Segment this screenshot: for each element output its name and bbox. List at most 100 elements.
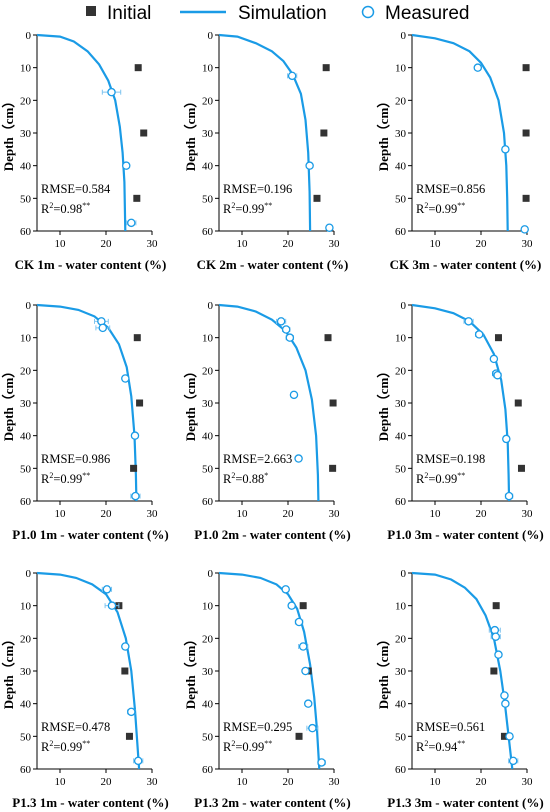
r2-significance: **	[457, 739, 465, 748]
measured-point	[127, 218, 136, 228]
chart-panel-9: 0 10 20 30 40 50 60 10 20 30 Depth（cm） P1.3 3m - wa…	[376, 568, 544, 810]
measured-point	[493, 370, 502, 380]
y-tick-label: 10	[395, 63, 407, 75]
x-axis-label: P1.0 2m - water content (%)	[194, 527, 350, 542]
initial-point	[133, 194, 141, 202]
x-tick-label: 30	[147, 508, 159, 520]
rmse-label: RMSE=0.561	[416, 720, 485, 734]
measured-point	[281, 325, 291, 334]
y-tick-label: 30	[202, 128, 214, 140]
x-tick-label: 20	[101, 776, 113, 788]
initial-point	[125, 732, 133, 740]
y-tick-label: 30	[395, 398, 407, 410]
measured-point	[504, 491, 514, 501]
measured-point	[298, 642, 308, 651]
x-axis-label: CK 3m - water content (%)	[390, 257, 542, 272]
y-axis-label: Depth（cm）	[376, 95, 391, 172]
r2-superscript: 2	[424, 471, 428, 480]
r2-value: =0.98	[53, 202, 82, 216]
r2-value: =0.99	[53, 740, 82, 754]
r2-value: =0.99	[428, 202, 457, 216]
y-tick-label: 20	[395, 365, 407, 377]
r2-symbol: R	[41, 472, 50, 486]
measured-point	[287, 601, 296, 610]
measured-point	[489, 354, 499, 364]
y-tick-label: 60	[20, 764, 32, 776]
r2-symbol: R	[223, 472, 232, 486]
r2-superscript: 2	[424, 201, 428, 210]
measured-point	[98, 323, 108, 333]
rmse-label: RMSE=0.198	[416, 452, 485, 466]
y-tick-label: 10	[20, 333, 32, 345]
initial-point	[329, 464, 337, 472]
rmse-label: RMSE=0.478	[41, 720, 110, 734]
measured-point	[121, 642, 130, 651]
y-tick-label: 40	[395, 161, 407, 173]
r2-label: R2=0.99**	[41, 471, 90, 486]
y-tick-label: 50	[20, 463, 32, 475]
y-tick-label: 10	[202, 601, 214, 613]
x-axis-label: CK 1m - water content (%)	[15, 257, 167, 272]
y-tick-label: 60	[202, 226, 214, 238]
y-axis-label: Depth（cm）	[1, 633, 16, 710]
y-tick-label: 60	[20, 496, 32, 508]
measured-point	[133, 756, 143, 766]
y-tick-label: 20	[20, 633, 32, 645]
y-tick-label: 20	[20, 365, 32, 377]
legend-initial-label: Initial	[107, 3, 151, 24]
x-tick-label: 30	[147, 776, 159, 788]
measured-point	[294, 454, 303, 463]
r2-symbol: R	[416, 472, 425, 486]
initial-point	[522, 129, 530, 137]
y-tick-label: 10	[395, 333, 407, 345]
chart-panel-3: 0 10 20 30 40 50 60 10 20 30 Depth（cm） CK 3m - wate…	[376, 30, 541, 272]
y-tick-label: 0	[208, 30, 214, 42]
y-tick-label: 0	[26, 568, 32, 580]
initial-point	[500, 732, 508, 740]
y-axis-label: Depth（cm）	[376, 365, 391, 442]
measured-point	[121, 374, 130, 383]
r2-label: R2=0.99**	[416, 471, 465, 486]
measured-point	[287, 71, 297, 81]
y-tick-label: 40	[395, 431, 407, 443]
y-tick-label: 0	[208, 568, 214, 580]
r2-significance: **	[457, 201, 465, 210]
x-tick-label: 20	[283, 508, 295, 520]
initial-point	[522, 64, 530, 72]
y-tick-label: 50	[395, 731, 407, 743]
measured-point	[285, 333, 295, 342]
y-tick-label: 60	[202, 764, 214, 776]
y-tick-label: 20	[202, 365, 214, 377]
chart-panel-5: 0 10 20 30 40 50 60 10 20 30 Depth（cm） P1.0 2m - wa…	[183, 300, 351, 542]
x-tick-label: 10	[237, 238, 249, 250]
initial-point	[299, 602, 307, 610]
r2-symbol: R	[223, 740, 232, 754]
x-axis-label: P1.0 1m - water content (%)	[12, 527, 168, 542]
x-tick-label: 10	[55, 776, 67, 788]
simulation-line	[218, 303, 320, 502]
r2-superscript: 2	[424, 739, 428, 748]
measured-point	[473, 63, 483, 72]
y-axis-label: Depth（cm）	[1, 95, 16, 172]
initial-point	[329, 399, 337, 407]
r2-significance: **	[264, 201, 272, 210]
initial-point	[133, 334, 141, 342]
simulation-line	[411, 33, 509, 232]
y-tick-label: 0	[208, 300, 214, 312]
x-axis-label: P1.3 3m - water content (%)	[387, 795, 543, 810]
y-tick-label: 40	[395, 699, 407, 711]
x-axis-label: P1.3 2m - water content (%)	[194, 795, 350, 810]
r2-superscript: 2	[231, 739, 235, 748]
measured-point	[502, 434, 511, 444]
x-tick-label: 20	[476, 776, 488, 788]
chart-panel-4: 0 10 20 30 40 50 60 10 20 30 Depth（cm） P1.0 1m - wa…	[1, 300, 169, 542]
r2-value: =0.94	[428, 740, 458, 754]
x-tick-label: 30	[329, 238, 341, 250]
initial-point	[492, 602, 500, 610]
y-tick-label: 60	[20, 226, 32, 238]
r2-significance: **	[82, 739, 90, 748]
measured-point	[121, 161, 131, 170]
measured-point	[325, 223, 334, 232]
chart-panel-8: 0 10 20 30 40 50 60 10 20 30 Depth（cm） P1.3 2m - wa…	[183, 568, 351, 810]
